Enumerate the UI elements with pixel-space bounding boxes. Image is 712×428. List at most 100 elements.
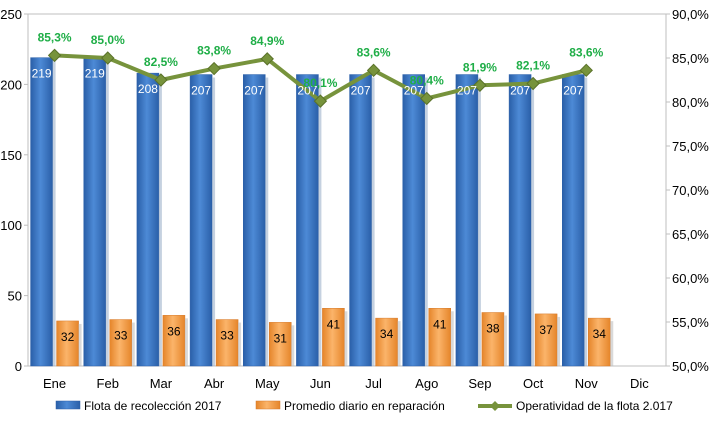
line-marker-operatividad <box>260 52 274 66</box>
bar-flota-recoleccion <box>30 57 53 367</box>
bar-flota-recoleccion <box>508 74 532 367</box>
bar-promedio-reparacion <box>162 315 186 367</box>
bar-shadow <box>344 311 348 366</box>
y-right-tick-label: 80,0% <box>672 95 709 110</box>
x-tick-label: Dic <box>630 376 649 391</box>
y-left-tick-label: 150 <box>0 148 22 163</box>
y-right-tick-label: 50,0% <box>672 359 709 374</box>
bar-label-flota: 207 <box>563 84 583 98</box>
line-label-operatividad: 83,6% <box>357 45 391 59</box>
bar-promedio-reparacion <box>534 313 558 367</box>
x-tick-label: Oct <box>523 376 544 391</box>
bar-label-reparacion: 38 <box>486 321 500 335</box>
x-tick-label: Feb <box>97 376 119 391</box>
line-label-operatividad: 80,4% <box>410 73 444 87</box>
bars-layer <box>30 57 614 367</box>
y-right-tick-label: 55,0% <box>672 315 709 330</box>
line-label-operatividad: 85,0% <box>91 33 125 47</box>
bar-flota-recoleccion <box>402 74 425 367</box>
line-label-operatividad: 85,3% <box>38 30 72 44</box>
bar-promedio-reparacion <box>109 319 132 367</box>
line-marker-operatividad <box>420 91 434 106</box>
bar-shadow <box>503 315 507 366</box>
x-tick-label: Ago <box>415 376 438 391</box>
y-left-tick-label: 200 <box>0 77 22 92</box>
y-left-tick-label: 100 <box>0 218 22 233</box>
y-right-tick-label: 60,0% <box>672 271 709 286</box>
bar-promedio-reparacion <box>375 317 398 367</box>
bar-shadow <box>291 325 295 366</box>
line-label-operatividad: 83,8% <box>197 44 231 58</box>
bar-label-flota: 219 <box>32 67 52 81</box>
bar-promedio-reparacion <box>588 317 611 367</box>
y-right-tick-label: 65,0% <box>672 227 709 242</box>
bar-shadow <box>184 318 188 366</box>
bar-flota-recoleccion <box>189 74 213 367</box>
bar-shadow <box>212 77 216 366</box>
line-marker-operatividad <box>579 63 593 78</box>
bar-label-flota: 207 <box>457 84 477 98</box>
bar-label-flota: 219 <box>85 67 105 81</box>
bar-label-reparacion: 34 <box>593 327 607 341</box>
bar-label-flota: 207 <box>244 84 264 98</box>
bar-flota-recoleccion <box>349 74 372 367</box>
bar-shadow <box>610 321 614 366</box>
x-tick-label: Jul <box>365 376 382 391</box>
bar-label-flota: 207 <box>351 84 371 98</box>
x-tick-label: May <box>255 376 280 391</box>
line-marker-operatividad <box>207 61 221 76</box>
line-marker-operatividad <box>47 48 62 63</box>
bar-shadow <box>450 311 454 366</box>
x-tick-label: Nov <box>575 376 599 391</box>
bar-label-reparacion: 32 <box>61 330 75 344</box>
bar-promedio-reparacion <box>56 320 79 367</box>
y-left-tick-label: 50 <box>8 289 22 304</box>
bar-shadow <box>238 322 242 366</box>
x-tick-label: Jun <box>310 376 331 391</box>
bar-shadow <box>265 77 269 366</box>
x-tick-label: Sep <box>468 376 491 391</box>
line-marker-operatividad <box>366 63 381 78</box>
bar-label-reparacion: 37 <box>539 323 553 337</box>
x-tick-label: Abr <box>204 376 225 391</box>
bar-promedio-reparacion <box>215 319 239 367</box>
line-label-operatividad: 84,9% <box>250 34 284 48</box>
bar-shadow <box>584 77 588 366</box>
bar-label-reparacion: 33 <box>114 329 128 343</box>
bar-label-reparacion: 41 <box>327 317 341 331</box>
x-tick-label: Mar <box>150 376 173 391</box>
bar-flota-recoleccion <box>136 72 160 367</box>
bar-shadow <box>318 77 322 366</box>
line-label-operatividad: 82,1% <box>516 59 550 73</box>
y-right-tick-label: 70,0% <box>672 183 709 198</box>
legend: Flota de recolección 2017 Promedio diario… <box>55 399 673 413</box>
bar-shadow <box>424 77 428 366</box>
bar-shadow <box>397 321 401 366</box>
legend-swatch-flota <box>55 400 81 410</box>
line-label-operatividad: 81,9% <box>463 60 497 74</box>
bar-label-flota: 207 <box>510 84 530 98</box>
bar-flota-recoleccion <box>455 74 479 367</box>
bar-shadow <box>371 77 375 366</box>
y-right-tick-label: 85,0% <box>672 51 709 66</box>
legend-label-reparacion: Promedio diario en reparación <box>284 399 445 413</box>
line-marker-operatividad <box>526 76 540 91</box>
line-marker-operatividad <box>473 78 487 92</box>
bar-label-reparacion: 36 <box>167 324 181 338</box>
bar-shadow <box>105 60 109 366</box>
line-marker-operatividad <box>154 73 168 87</box>
legend-label-operatividad: Operatividad de la flota 2.017 <box>516 399 673 413</box>
bar-label-reparacion: 31 <box>274 331 288 345</box>
legend-marker-operatividad <box>490 401 500 411</box>
bar-flota-recoleccion <box>243 74 266 367</box>
bar-flota-recoleccion <box>83 57 106 367</box>
bar-shadow <box>557 316 561 366</box>
y-left-tick-label: 250 <box>0 7 22 22</box>
bar-label-flota: 207 <box>297 84 317 98</box>
line-marker-operatividad <box>313 94 328 108</box>
line-label-operatividad: 82,5% <box>144 55 178 69</box>
bar-label-flota: 207 <box>404 84 424 98</box>
bar-flota-recoleccion <box>296 74 319 367</box>
line-label-operatividad: 80,1% <box>303 76 337 90</box>
